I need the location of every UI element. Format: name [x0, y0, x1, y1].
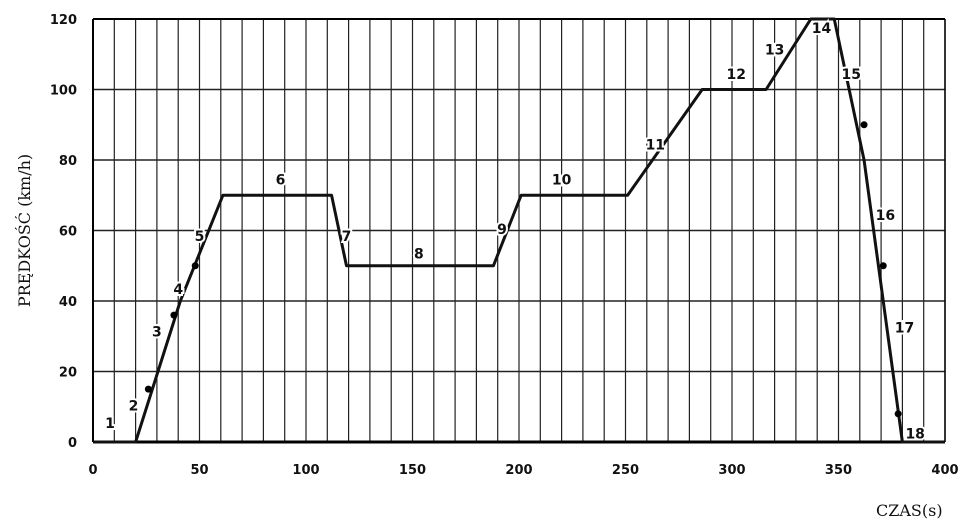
segment-label: 5: [195, 229, 205, 245]
data-point: [191, 262, 199, 270]
x-tick-label: 300: [718, 463, 745, 478]
segment-label: 1: [105, 416, 115, 432]
segment-label: 6: [276, 173, 286, 189]
y-tick-label: 0: [68, 436, 77, 451]
x-tick-label: 250: [612, 463, 639, 478]
segment-label: 11: [646, 137, 665, 153]
data-point: [860, 121, 868, 129]
data-point: [894, 410, 902, 418]
y-tick-label: 120: [50, 13, 77, 28]
segment-label: 14: [812, 21, 832, 37]
segment-label: 12: [727, 67, 746, 83]
x-tick-label: 0: [88, 463, 97, 478]
y-tick-label: 80: [59, 154, 77, 169]
x-tick-label: 200: [505, 463, 532, 478]
y-tick-label: 40: [59, 295, 77, 310]
grid: [92, 18, 946, 443]
data-point: [879, 262, 887, 270]
x-tick-label: 50: [190, 463, 208, 478]
speed-line: [93, 17, 945, 444]
segment-label: 15: [842, 67, 861, 83]
segment-label: 18: [905, 426, 924, 442]
x-tick-label: 150: [399, 463, 426, 478]
segment-label: 4: [173, 282, 183, 298]
x-axis-title: CZAS(s): [876, 501, 943, 520]
y-tick-label: 100: [50, 84, 77, 99]
y-tick-label: 60: [59, 225, 77, 240]
segment-label: 2: [129, 398, 139, 414]
x-tick-label: 400: [931, 463, 958, 478]
x-tick-label: 350: [825, 463, 852, 478]
segment-label: 13: [765, 42, 784, 58]
tick-labels: 0 50 100 150 200 250 300 350 400 0 20 40 60 80 100 120: [50, 13, 959, 478]
data-point: [170, 311, 178, 319]
segment-label: 9: [497, 222, 507, 238]
x-tick-label: 100: [292, 463, 319, 478]
segment-label: 16: [876, 208, 895, 224]
data-point: [144, 385, 152, 393]
segment-label: 10: [552, 173, 572, 189]
y-tick-label: 20: [59, 366, 77, 381]
y-axis-title: PRĘDKOŚĆ (km/h): [14, 154, 34, 307]
segment-label: 3: [152, 324, 162, 340]
segment-label: 7: [342, 229, 352, 245]
data-markers: [144, 121, 902, 418]
segment-label: 8: [414, 247, 424, 263]
segment-label: 17: [895, 321, 914, 337]
axes: [92, 18, 946, 444]
data-series: [93, 17, 945, 444]
